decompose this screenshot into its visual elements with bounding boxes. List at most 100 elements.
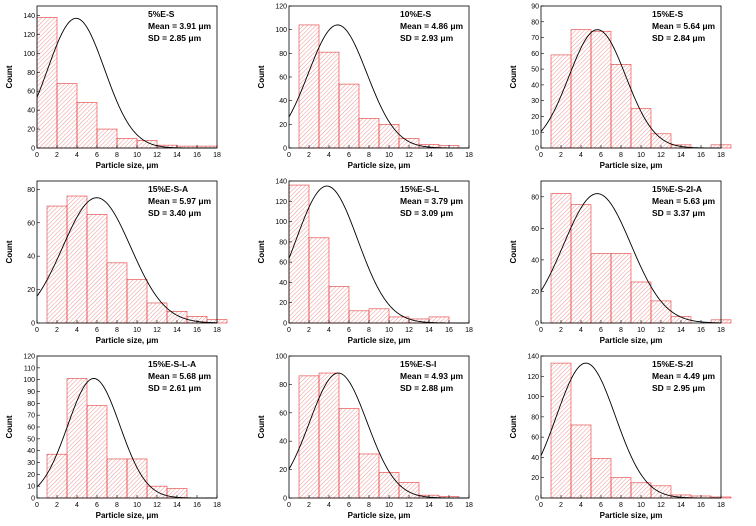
y-tick-label: 10	[531, 130, 539, 137]
x-axis-title: Particle size, μm	[96, 336, 159, 345]
y-tick-label: 60	[531, 435, 539, 442]
x-tick-label: 12	[153, 152, 161, 159]
y-tick-label: 40	[279, 280, 287, 287]
y-tick-label: 90	[531, 4, 539, 11]
histogram-svg: 0 2 4 6 8 10 12 14 16 18 0 20 40 60 80 Particle size, μ…	[509, 180, 732, 345]
x-tick-label: 6	[347, 327, 351, 334]
x-tick-label: 6	[599, 327, 603, 334]
x-tick-label: 0	[35, 502, 39, 509]
y-tick-label: 120	[23, 354, 35, 361]
normal-fit-curve	[36, 197, 218, 324]
x-tick-label: 6	[599, 152, 603, 159]
histogram-panel-5-e-s: 0 2 4 6 8 10 12 14 16 18 0 20 40 60 80 100 120 140 Particl…	[0, 0, 252, 175]
y-tick-label: 140	[275, 179, 287, 186]
y-tick-label: 50	[531, 67, 539, 74]
y-tick-label: 40	[531, 82, 539, 89]
sample-title: 5%E-S	[148, 9, 175, 19]
x-tick-label: 10	[385, 327, 393, 334]
histogram-bar	[550, 193, 572, 324]
y-tick-label: 80	[27, 187, 35, 194]
x-tick-label: 6	[347, 502, 351, 509]
x-tick-label: 14	[677, 327, 685, 334]
y-tick-label: 20	[531, 289, 539, 296]
y-tick-label: 0	[535, 146, 539, 153]
y-tick-label: 60	[279, 75, 287, 82]
histogram-panel-15-e-s-a: 0 2 4 6 8 10 12 14 16 18 0 20 40 60 80 Particle size, μ…	[0, 175, 252, 350]
y-tick-label: 60	[27, 425, 35, 432]
y-axis-title: Count	[5, 65, 14, 88]
x-tick-label: 18	[465, 327, 473, 334]
histogram-svg: 0 2 4 6 8 10 12 14 16 18 0 20 40 60 80 100 120 Particle s…	[257, 4, 473, 171]
x-tick-label: 12	[405, 327, 413, 334]
x-tick-label: 0	[539, 502, 543, 509]
x-tick-label: 8	[115, 327, 119, 334]
y-tick-label: 0	[283, 146, 287, 153]
x-tick-label: 16	[193, 327, 201, 334]
x-tick-label: 2	[307, 327, 311, 334]
histogram-bar	[106, 458, 128, 499]
x-tick-label: 16	[445, 327, 453, 334]
x-tick-label: 10	[385, 502, 393, 509]
sample-title: 15%E-S-L-A	[148, 359, 196, 369]
x-tick-label: 14	[425, 327, 433, 334]
histogram-bar	[298, 375, 320, 499]
y-axis-title: Count	[257, 240, 266, 263]
sd-label: SD = 2.95 μm	[652, 383, 706, 393]
sample-title: 15%E-S-I	[400, 359, 436, 369]
x-tick-label: 12	[405, 502, 413, 509]
histogram-svg: 0 2 4 6 8 10 12 14 16 18 0 20 40 60 80 100 120 140 Particl…	[257, 179, 473, 346]
y-tick-label: 80	[279, 382, 287, 389]
x-tick-label: 2	[55, 502, 59, 509]
histogram-bar	[590, 253, 612, 324]
x-tick-label: 6	[347, 152, 351, 159]
y-tick-label: 40	[27, 254, 35, 261]
x-tick-label: 12	[153, 327, 161, 334]
y-tick-label: 20	[27, 127, 35, 134]
y-tick-label: 80	[531, 414, 539, 421]
x-tick-label: 14	[425, 502, 433, 509]
y-tick-label: 60	[27, 89, 35, 96]
y-tick-label: 140	[527, 354, 539, 361]
mean-label: Mean = 5.63 μm	[652, 196, 716, 206]
x-axis-title: Particle size, μm	[348, 161, 411, 170]
histogram-bar	[46, 453, 68, 499]
y-tick-label: 40	[531, 455, 539, 462]
mean-label: Mean = 4.49 μm	[652, 371, 716, 381]
x-tick-label: 4	[579, 327, 583, 334]
y-tick-label: 20	[531, 475, 539, 482]
y-tick-label: 120	[527, 374, 539, 381]
plot-frame	[288, 180, 470, 324]
y-tick-label: 100	[275, 354, 287, 361]
y-tick-label: 0	[31, 321, 35, 328]
histogram-bar	[46, 205, 68, 324]
y-tick-label: 30	[27, 460, 35, 467]
x-tick-label: 6	[95, 327, 99, 334]
y-tick-label: 0	[535, 496, 539, 503]
x-tick-label: 10	[385, 152, 393, 159]
mean-label: Mean = 5.68 μm	[148, 371, 212, 381]
x-tick-label: 16	[445, 152, 453, 159]
mean-label: Mean = 5.97 μm	[148, 196, 212, 206]
x-tick-label: 2	[559, 152, 563, 159]
x-tick-label: 14	[173, 502, 181, 509]
y-tick-label: 0	[535, 321, 539, 328]
y-axis-title: Count	[5, 415, 14, 438]
x-tick-label: 4	[75, 152, 79, 159]
sample-title: 15%E-S-A	[148, 184, 188, 194]
histogram-panel-15-e-s-2i: 0 2 4 6 8 10 12 14 16 18 0 20 40 60 80 100 120 140 Particl…	[504, 350, 756, 525]
plot-frame	[288, 355, 470, 499]
normal-fit-curve	[540, 193, 722, 324]
y-tick-label: 0	[283, 496, 287, 503]
mean-label: Mean = 4.86 μm	[400, 21, 464, 31]
y-tick-label: 40	[279, 439, 287, 446]
x-tick-label: 0	[35, 152, 39, 159]
mean-label: Mean = 4.93 μm	[400, 371, 464, 381]
x-tick-label: 18	[717, 502, 725, 509]
histogram-bar	[550, 362, 572, 499]
x-tick-label: 16	[445, 502, 453, 509]
histogram-bar	[66, 378, 88, 499]
y-tick-label: 120	[275, 4, 287, 11]
x-tick-label: 10	[637, 152, 645, 159]
y-tick-label: 80	[531, 194, 539, 201]
histogram-svg: 0 2 4 6 8 10 12 14 16 18 0 10 20 30 40 50 60 70 80 90 Partic…	[509, 4, 732, 170]
